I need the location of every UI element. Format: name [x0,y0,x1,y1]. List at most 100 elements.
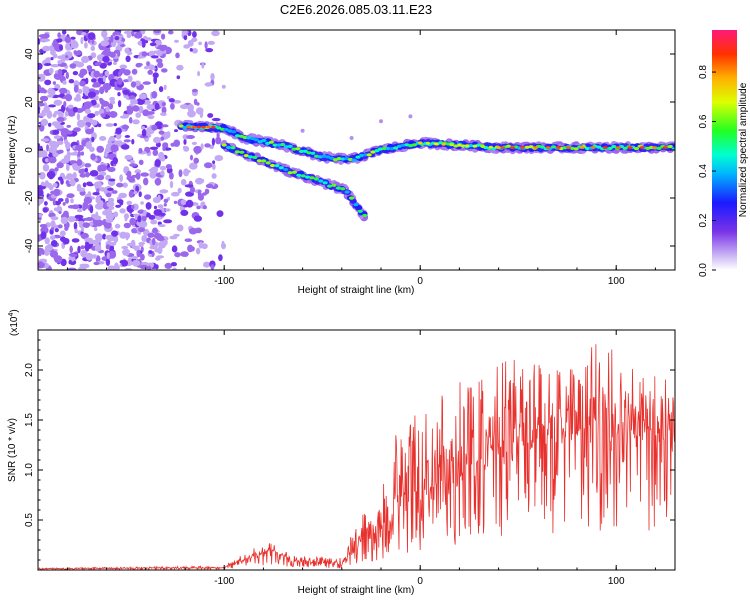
heatmap-cell [118,71,122,77]
heatmap-cell [120,144,130,150]
heatmap-cell [50,216,59,221]
heatmap-cell [203,261,211,268]
heatmap-cell [329,156,335,160]
heatmap-cell [291,170,297,174]
heatmap-cell [128,190,134,198]
heatmap-cell [148,250,153,254]
heatmap-cell [351,158,357,162]
heatmap-cell [188,246,195,252]
heatmap-cell [102,75,106,83]
heatmap-cell [189,48,193,52]
heatmap-cell [152,227,158,234]
heatmap-cell [40,231,47,240]
y-tick-label: 2.0 [24,363,35,377]
heatmap-cell [211,163,216,170]
heatmap-cell [129,217,137,226]
heatmap-cell [64,139,69,145]
heatmap-cell [76,208,83,213]
heatmap-cell [153,205,158,210]
heatmap-cell [68,79,75,84]
heatmap-cell [183,146,190,152]
heatmap-cell [48,156,57,164]
heatmap-cell [340,187,346,191]
heatmap-cell [274,164,280,168]
x-tick-label: -100 [214,276,234,287]
y-tick-label: 1.0 [24,463,35,477]
heatmap-cell [64,226,69,231]
heatmap-cell [193,157,199,164]
heatmap-cell [205,183,214,189]
heatmap-cell [393,146,399,150]
heatmap-cell [76,113,80,121]
heatmap-cell [101,30,108,38]
heatmap-cell [139,93,147,100]
heatmap-cell [566,146,571,149]
heatmap-cell [283,167,289,172]
heatmap-cell [108,111,118,118]
heatmap-cell [54,228,59,233]
heatmap-cell [138,241,146,245]
heatmap-cell [180,251,189,257]
heatmap-cell [355,205,363,211]
heatmap-cell [114,223,121,229]
heatmap-cell [90,153,96,160]
heatmap-cell [84,167,88,173]
heatmap-cell [160,170,165,176]
heatmap-cell [72,172,77,179]
heatmap-cell [83,196,93,204]
heatmap-cell [63,101,67,108]
heatmap-cell [627,146,633,149]
colorbar-tick-label: 0.8 [698,65,709,79]
heatmap-cell [50,220,56,228]
heatmap-cell [135,112,142,118]
heatmap-cell [433,142,439,146]
heatmap-cell [40,38,45,42]
y-tick-label: 0.5 [24,513,35,527]
heatmap-cell [425,141,431,145]
heatmap-cell [196,125,201,129]
heatmap-cell [154,177,162,186]
heatmap-cell [488,145,493,149]
spectrogram-y-label: Frequency (Hz) [7,116,18,185]
heatmap-cell [124,135,131,138]
heatmap-cell [156,255,165,259]
colorbar-tick-label: 0.4 [698,164,709,178]
heatmap-cell [142,109,150,117]
heatmap-cell [94,244,102,252]
heatmap-cell [57,94,65,98]
heatmap-cell [50,92,56,96]
heatmap-cell [154,102,160,111]
heatmap-cell [113,123,118,127]
heatmap-cell [85,171,90,178]
heatmap-cell [138,159,144,165]
heatmap-cell [169,172,174,180]
heatmap-cell [73,84,79,93]
heatmap-cell [230,146,236,150]
heatmap-cell [441,142,446,146]
heatmap-cell [202,205,207,210]
heatmap-cell [91,136,95,142]
heatmap-cell [57,224,63,229]
heatmap-cell [418,141,423,145]
heatmap-cell [353,203,359,207]
heatmap-cell [115,127,122,135]
heatmap-cell [172,267,177,270]
heatmap-cell [138,191,142,198]
heatmap-cell [180,209,189,216]
heatmap-cell [109,96,115,102]
heatmap-cell [147,115,155,120]
heatmap-cell [97,200,104,206]
heatmap-cell [252,155,258,159]
heatmap-cell [178,169,183,178]
heatmap-cell [56,117,65,122]
heatmap-cell [160,112,167,116]
heatmap-cell [59,87,68,94]
heatmap-cell [107,187,114,191]
heatmap-cell [163,239,168,246]
heatmap-cell [64,111,69,117]
heatmap-cell [114,36,120,41]
heatmap-cell [44,158,50,163]
heatmap-cell [171,245,178,253]
heatmap-cell [70,36,76,40]
heatmap-cell [83,101,93,109]
